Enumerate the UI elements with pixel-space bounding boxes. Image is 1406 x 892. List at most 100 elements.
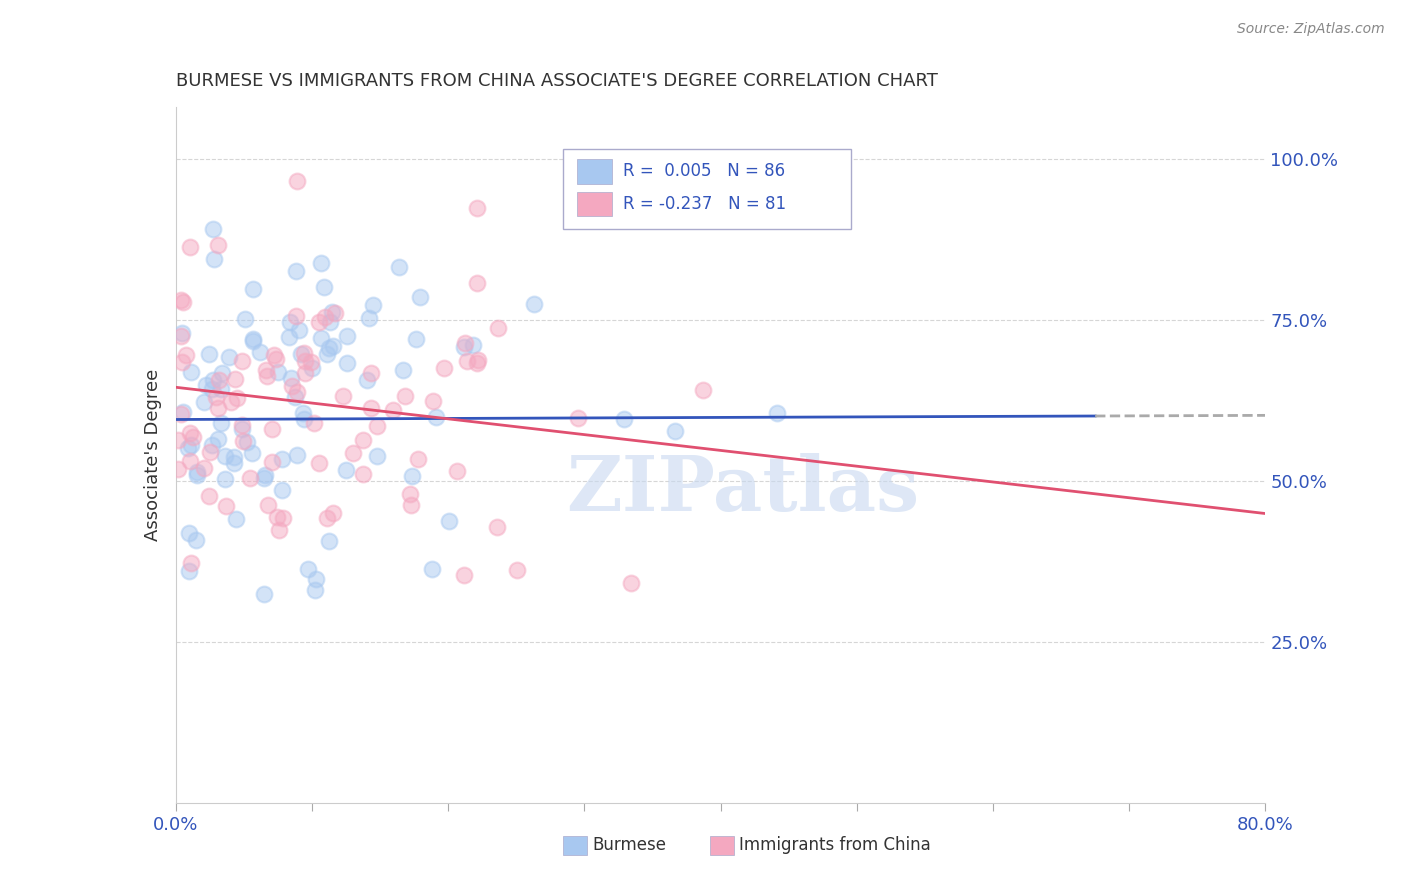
Point [252,587,274,601]
Point [180,557,202,571]
Point [170,293,193,307]
Point [765,406,787,420]
Point [186,465,208,479]
Point [309,331,332,345]
Text: R =  0.005   N = 86: R = 0.005 N = 86 [623,162,785,180]
Point [180,365,202,379]
Point [180,438,202,452]
Point [314,310,336,324]
Point [214,499,236,513]
Point [408,452,430,467]
Point [467,353,489,368]
Point [201,382,224,396]
Point [292,406,315,420]
Point [336,329,359,343]
Point [225,512,247,526]
FancyBboxPatch shape [710,836,734,855]
Point [209,382,232,396]
Point [179,240,201,254]
Point [323,306,346,320]
Point [197,347,219,361]
Point [388,260,411,274]
Point [620,575,643,590]
Point [446,464,468,478]
Point [222,450,245,464]
Point [179,564,201,578]
Point [304,582,326,597]
Point [294,345,316,359]
Point [262,455,284,469]
Point [613,411,636,425]
Point [202,252,225,267]
Point [193,460,215,475]
Point [453,567,475,582]
Point [299,354,322,368]
Point [201,438,224,452]
Point [422,393,444,408]
Point [465,355,488,369]
Point [172,355,194,369]
Point [321,305,343,319]
Point [269,523,291,537]
Point [231,354,253,368]
Point [170,326,193,340]
Point [336,356,359,370]
Point [271,483,294,497]
Point [405,332,427,346]
Point [356,373,378,387]
Point [316,347,339,361]
Text: ZIPatlas: ZIPatlas [565,453,920,526]
Point [391,363,413,377]
Point [242,282,264,296]
Point [208,373,231,387]
Point [224,456,246,470]
Point [278,315,301,329]
Point [567,411,589,425]
Point [453,336,475,351]
FancyBboxPatch shape [562,836,586,855]
Point [236,434,259,449]
Point [285,174,308,188]
Point [308,456,330,470]
Point [285,384,308,399]
Point [242,334,264,349]
Point [264,352,287,367]
Point [167,433,190,447]
Text: Burmese: Burmese [592,836,666,855]
Point [214,449,236,463]
Point [425,410,447,425]
Point [692,383,714,397]
Point [193,395,215,409]
Text: Immigrants from China: Immigrants from China [740,836,931,855]
Point [319,315,342,329]
Point [253,471,276,485]
Point [304,572,326,586]
Point [207,433,229,447]
Point [280,371,302,385]
Point [266,509,288,524]
Point [177,441,200,455]
Point [361,298,384,312]
Point [315,511,337,525]
FancyBboxPatch shape [562,149,852,229]
Point [398,487,420,501]
Point [200,445,222,459]
Point [186,468,208,483]
Point [271,510,294,524]
Point [249,344,271,359]
Point [467,276,489,290]
Point [360,401,382,416]
Point [437,514,460,528]
Point [172,294,194,309]
Point [382,403,405,417]
Point [366,419,388,434]
Point [194,378,217,392]
Text: Source: ZipAtlas.com: Source: ZipAtlas.com [1237,22,1385,37]
Point [281,379,304,393]
Point [172,405,194,419]
Point [262,422,284,436]
Point [357,310,380,325]
Point [254,363,277,377]
Point [312,280,335,294]
Point [409,290,432,304]
